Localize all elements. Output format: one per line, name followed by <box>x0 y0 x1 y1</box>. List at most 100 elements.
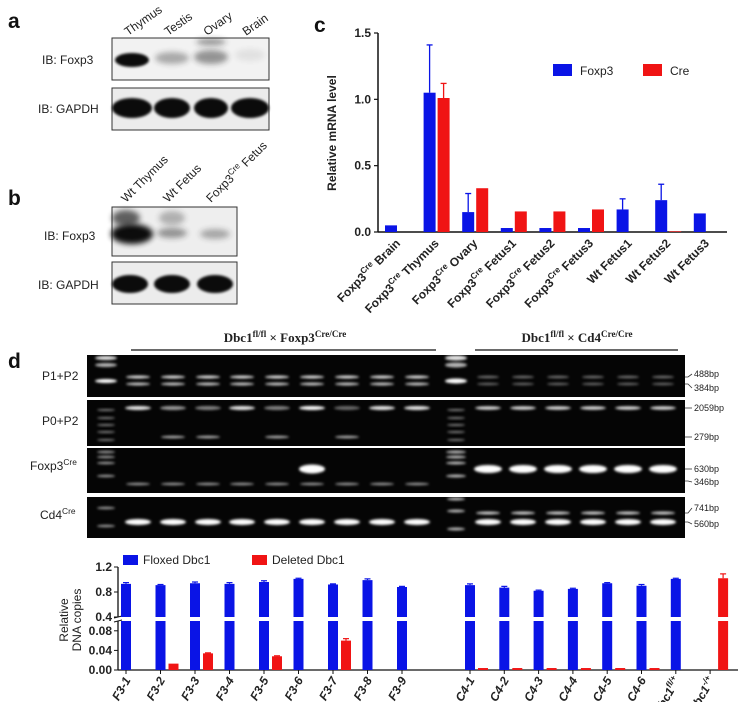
bar-floxed-dbc1 <box>397 621 407 670</box>
band <box>230 375 254 379</box>
gel-header-foxp3: Dbc1fl/fl × Foxp3Cre/Cre <box>224 329 347 345</box>
gel-row-label: P0+P2 <box>42 414 79 428</box>
band <box>265 435 289 439</box>
y-tick-label: 0.08 <box>89 624 113 638</box>
band <box>335 482 359 486</box>
bar-floxed-dbc1 <box>397 587 407 617</box>
y-tick-label: 1.5 <box>354 26 371 40</box>
band <box>97 455 115 459</box>
band <box>580 406 606 410</box>
band <box>154 275 190 293</box>
bp-label: 488bp <box>694 369 719 379</box>
band <box>615 406 641 410</box>
band <box>161 382 185 386</box>
dna-copies-bar-chart: 0.4 0.8 1.2 0.00 0.04 0.08 Relative DNA copies F… <box>57 553 738 702</box>
text-part: C4-3 <box>521 674 546 702</box>
bar-floxed-dbc1 <box>224 583 235 617</box>
band <box>447 424 465 426</box>
band <box>615 519 641 525</box>
band <box>582 375 604 379</box>
legend-label: Floxed Dbc1 <box>143 553 211 567</box>
bp-label: 630bp <box>694 464 719 474</box>
band <box>95 379 117 383</box>
panel-label-c: c <box>314 14 326 37</box>
superscript: fl/fl <box>253 329 267 339</box>
text-part: F3-3 <box>178 674 203 702</box>
bp-tick <box>685 507 693 514</box>
band <box>200 229 230 239</box>
lane-label: Foxp3Cre Fetus <box>202 137 270 205</box>
lane-label: Thymus <box>122 3 165 39</box>
band <box>230 482 254 486</box>
band <box>445 378 467 384</box>
bp-label: 2059bp <box>694 403 724 413</box>
blot-gapdh <box>111 87 270 131</box>
y-tick-label: 0.4 <box>95 610 112 624</box>
lane-label: Brain <box>240 11 271 39</box>
lane-label: Wt Fetus <box>160 161 204 205</box>
bar-deleted-dbc1 <box>718 621 729 670</box>
x-tick-label: F3-1 <box>109 674 134 702</box>
superscript: Cre <box>63 457 77 467</box>
band <box>194 98 228 118</box>
band <box>126 375 150 379</box>
bar-floxed-dbc1 <box>190 583 200 617</box>
axis-break-mark <box>113 619 123 623</box>
band <box>370 482 394 486</box>
band <box>614 465 642 473</box>
x-tick-label: C4-1 <box>452 674 477 702</box>
y-tick-label: 0.8 <box>95 585 112 599</box>
band <box>157 228 187 238</box>
band <box>509 465 537 473</box>
bp-tick <box>685 480 693 483</box>
x-tick-label: C4-2 <box>487 674 512 702</box>
text-part: Dbc1 <box>224 330 253 345</box>
bp-label: 384bp <box>694 383 719 393</box>
band <box>155 52 189 64</box>
bar-deleted-dbc1 <box>168 663 179 670</box>
bar-floxed-dbc1 <box>121 621 131 670</box>
text-part: F3-2 <box>144 674 169 702</box>
band <box>194 50 228 64</box>
panel-label-b: b <box>8 187 21 210</box>
y-tick-label: 1.2 <box>95 560 112 574</box>
band <box>97 461 115 465</box>
text-part: × Cd4 <box>564 330 602 345</box>
band <box>512 382 534 386</box>
text-part: Fetus <box>236 138 269 171</box>
bar-floxed-dbc1 <box>293 621 304 670</box>
band <box>581 511 605 515</box>
band <box>617 375 639 379</box>
bp-label: 741bp <box>694 503 719 513</box>
superscript: -/+ <box>699 673 713 687</box>
bar-deleted-dbc1 <box>512 668 523 670</box>
x-tick-label: Dbc1fl/+ <box>649 673 684 702</box>
band <box>161 482 185 486</box>
band <box>649 465 677 473</box>
band <box>652 375 674 379</box>
bar-foxp3 <box>423 92 436 232</box>
band <box>97 474 115 478</box>
text-part: C4-6 <box>624 674 649 702</box>
y-tick-label: 0.5 <box>354 159 371 173</box>
band <box>650 406 676 410</box>
band <box>335 382 359 386</box>
text-part: C4-2 <box>487 674 512 702</box>
bar-foxp3 <box>693 213 706 232</box>
bp-tick <box>685 521 693 525</box>
blot-foxp3 <box>111 37 270 81</box>
bar-deleted-dbc1 <box>718 578 729 617</box>
bar-deleted-dbc1 <box>341 640 351 670</box>
bar-deleted-dbc1 <box>203 653 213 670</box>
gel-header-cd4: Dbc1fl/fl × Cd4Cre/Cre <box>521 329 632 345</box>
bar-floxed-dbc1 <box>636 585 647 617</box>
y-tick-label: 0.00 <box>89 663 113 677</box>
legend-swatch <box>123 555 138 565</box>
band <box>334 519 360 525</box>
bar-foxp3 <box>385 225 397 232</box>
bar-foxp3 <box>578 228 590 232</box>
band <box>125 519 151 525</box>
band <box>97 431 115 433</box>
x-tick-label: C4-5 <box>590 674 615 702</box>
